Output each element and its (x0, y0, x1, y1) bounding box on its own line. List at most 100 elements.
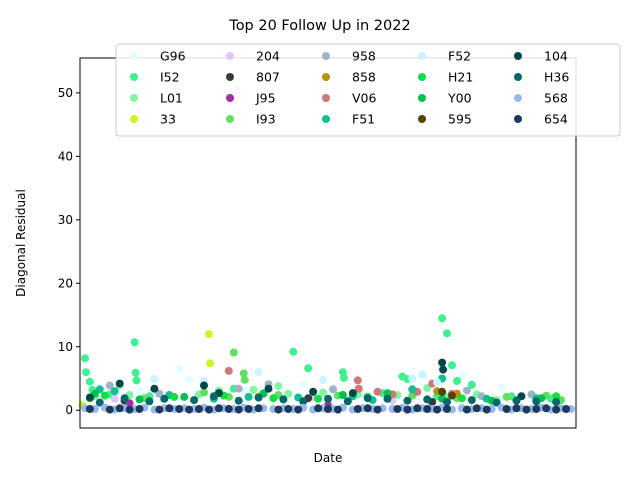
legend-item-958: 958 (322, 49, 376, 64)
legend-marker (226, 73, 234, 81)
legend-item-F51: F51 (322, 112, 375, 127)
point-654-18 (294, 405, 303, 414)
point-654-27 (413, 404, 422, 413)
point-33-1 (205, 330, 213, 339)
y-axis-label: Diagonal Residual (14, 189, 28, 297)
point-654-9 (195, 405, 203, 413)
legend-box (115, 43, 621, 137)
point-V06-3 (373, 387, 382, 396)
legend-marker (226, 94, 234, 102)
legend-label: J95 (255, 91, 276, 106)
point-H36-10 (324, 394, 332, 403)
legend-label: 104 (544, 49, 568, 64)
point-654-20 (324, 405, 332, 413)
point-H36-13 (383, 394, 392, 403)
point-654-10 (205, 405, 213, 414)
point-104-8 (438, 358, 447, 367)
point-H36-7 (254, 393, 263, 402)
legend-item-33: 33 (130, 112, 176, 127)
point-H36-8 (279, 395, 288, 404)
point-L01-7 (284, 389, 293, 398)
legend-marker (322, 94, 330, 102)
x-axis-label: Date (314, 451, 343, 465)
point-V06-0 (224, 366, 233, 375)
point-Y00-1 (135, 395, 144, 404)
legend-label: 807 (256, 70, 280, 85)
point-958-0 (105, 381, 114, 390)
point-Y00-5 (383, 389, 392, 398)
point-G96-2 (175, 365, 184, 373)
point-G96-8 (457, 371, 466, 380)
point-I52-5 (130, 338, 139, 347)
point-654-22 (353, 405, 362, 413)
point-Y00-4 (338, 391, 347, 399)
y-tick-label: 30 (58, 213, 73, 227)
point-654-38 (542, 404, 551, 413)
point-H21-5 (314, 394, 323, 403)
legend-marker (514, 73, 522, 81)
point-654-6 (165, 404, 174, 413)
legend-marker (418, 73, 426, 81)
point-104-6 (309, 387, 318, 396)
point-104-0 (85, 393, 94, 402)
point-H21-2 (170, 392, 179, 401)
point-F52-2 (254, 368, 263, 377)
legend-item-204: 204 (226, 49, 280, 64)
legend-label: L01 (160, 91, 183, 106)
point-I52-11 (289, 347, 298, 356)
y-axis-ticks: 0 10 20 30 40 50 (58, 86, 80, 417)
legend-label: H21 (448, 70, 473, 85)
legend-label: 33 (160, 112, 176, 127)
legend-item-G96: G96 (130, 49, 186, 64)
series-595 (438, 387, 456, 400)
legend-item-858: 858 (322, 70, 376, 85)
point-654-25 (393, 405, 402, 413)
point-654-33 (482, 405, 491, 414)
series-104 (85, 358, 526, 402)
point-G96-9 (497, 383, 506, 392)
legend-marker (226, 52, 234, 60)
point-I52-22 (448, 361, 456, 370)
point-595-0 (438, 387, 447, 396)
point-G96-3 (185, 375, 194, 384)
legend-label: I52 (160, 70, 180, 85)
legend-item-595: 595 (418, 112, 472, 127)
point-I52-0 (81, 354, 89, 363)
point-654-39 (552, 405, 561, 414)
series-V06 (224, 366, 456, 399)
point-I52-24 (467, 380, 476, 389)
point-104-7 (348, 389, 357, 398)
point-I93-10 (502, 392, 511, 401)
legend-item-654: 654 (514, 112, 568, 127)
legend-item-L01: L01 (130, 91, 183, 106)
legend-item-807: 807 (226, 70, 280, 85)
legend-marker (418, 52, 426, 60)
point-F52-3 (319, 375, 327, 384)
point-I52-2 (85, 377, 94, 386)
legend-label: 654 (544, 112, 568, 127)
point-104-1 (115, 379, 124, 388)
point-654-1 (105, 405, 114, 414)
legend-marker (130, 73, 138, 81)
point-H36-4 (190, 396, 199, 405)
point-G96-0 (135, 386, 144, 395)
point-595-1 (448, 391, 456, 400)
point-654-7 (175, 405, 184, 413)
y-tick-label: 40 (58, 149, 73, 163)
y-tick-label: 20 (58, 276, 73, 290)
point-V06-1 (353, 376, 362, 385)
point-F52-6 (433, 378, 442, 387)
legend-marker (130, 115, 138, 123)
point-654-23 (363, 404, 372, 413)
point-F51-1 (110, 387, 119, 396)
legend-marker (418, 94, 426, 102)
point-654-16 (274, 405, 283, 414)
point-H36-2 (145, 397, 154, 406)
point-H36-5 (209, 392, 218, 401)
point-L01-6 (274, 382, 283, 391)
point-H36-9 (299, 397, 308, 406)
legend-marker (418, 115, 426, 123)
point-I52-14 (339, 373, 348, 382)
